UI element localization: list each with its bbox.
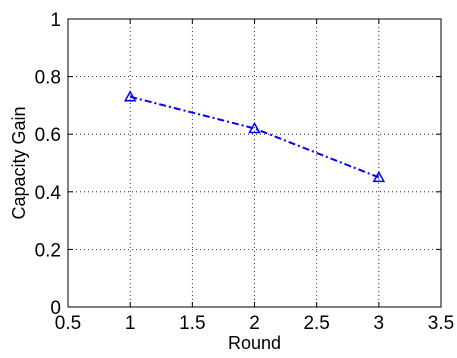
x-tick-label: 1 [125,313,136,334]
x-tick-label: 2.5 [303,313,329,334]
x-tick-label: 0.5 [55,313,81,334]
x-tick-label: 1.5 [179,313,205,334]
y-tick-label: 0.4 [35,183,62,204]
data-point-marker [123,90,137,102]
y-tick-label: 0.6 [35,125,61,146]
series-line [129,95,380,179]
y-tick-label: 0.2 [35,240,61,261]
axis-ticks [67,18,442,308]
y-tick-label: 1 [50,10,61,31]
x-tick-label: 3.5 [428,313,454,334]
data-point-marker [372,170,386,183]
y-axis-label: Capacity Gain [9,106,29,219]
x-tick-labels: 0.5 1 1.5 2 2.5 3 3.5 [55,313,454,334]
y-tick-label: 0 [50,298,61,319]
x-axis-label: Round [228,333,281,353]
series-layer [123,90,386,183]
grid-lines [68,19,441,307]
y-tick-label: 0.8 [35,68,61,89]
x-tick-label: 2 [249,313,260,334]
data-point-marker [248,121,261,134]
x-tick-label: 3 [374,313,385,334]
y-tick-labels: 0 0.2 0.4 0.6 0.8 1 [35,10,62,319]
